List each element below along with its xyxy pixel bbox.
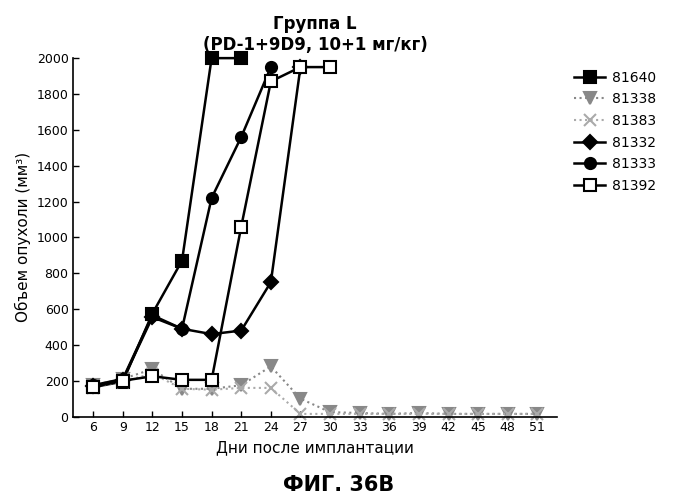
81338 [326, 409, 334, 415]
81338 [89, 382, 97, 388]
81338 [148, 366, 156, 372]
Text: ФИГ. 36B: ФИГ. 36B [283, 475, 394, 495]
81392 [326, 64, 334, 70]
81338 [267, 364, 275, 370]
81333 [208, 195, 216, 201]
81640 [148, 310, 156, 316]
81338 [208, 386, 216, 392]
81332 [208, 331, 216, 337]
81383 [474, 411, 482, 417]
81383 [444, 411, 452, 417]
81333 [148, 312, 156, 318]
Line: 81338: 81338 [87, 361, 543, 420]
81383 [148, 370, 156, 376]
Y-axis label: Объем опухоли (мм³): Объем опухоли (мм³) [15, 152, 31, 322]
81383 [208, 386, 216, 392]
81338 [504, 411, 512, 417]
Line: 81392: 81392 [87, 62, 336, 392]
Title: Группа L
(PD-1+9D9, 10+1 мг/кг): Группа L (PD-1+9D9, 10+1 мг/кг) [203, 15, 428, 54]
81383 [533, 411, 542, 417]
81640 [89, 384, 97, 390]
81383 [297, 411, 305, 417]
81392 [178, 377, 186, 383]
81333 [237, 134, 245, 140]
81332 [178, 326, 186, 332]
81338 [415, 410, 423, 416]
81640 [178, 258, 186, 264]
Line: 81640: 81640 [87, 52, 247, 392]
81338 [533, 411, 542, 417]
81392 [267, 78, 275, 84]
81640 [118, 378, 127, 384]
81640 [208, 55, 216, 61]
81383 [385, 411, 393, 417]
81383 [326, 411, 334, 417]
81338 [237, 382, 245, 388]
81383 [118, 378, 127, 384]
81383 [355, 411, 364, 417]
81383 [178, 386, 186, 392]
81338 [474, 411, 482, 417]
81332 [118, 377, 127, 383]
81392 [118, 378, 127, 384]
81338 [178, 386, 186, 392]
81392 [237, 224, 245, 230]
81338 [297, 396, 305, 402]
81332 [237, 328, 245, 334]
Line: 81332: 81332 [88, 62, 305, 391]
81332 [148, 314, 156, 320]
81332 [267, 279, 275, 285]
Line: 81333: 81333 [87, 62, 276, 391]
81338 [385, 411, 393, 417]
81392 [208, 377, 216, 383]
81338 [355, 410, 364, 416]
X-axis label: Дни после имплантации: Дни после имплантации [217, 440, 414, 455]
Line: 81383: 81383 [87, 368, 543, 420]
81640 [237, 55, 245, 61]
81332 [89, 383, 97, 389]
81383 [504, 411, 512, 417]
81383 [267, 385, 275, 391]
81332 [297, 64, 305, 70]
81333 [89, 382, 97, 388]
81338 [444, 411, 452, 417]
81392 [148, 374, 156, 380]
81383 [415, 411, 423, 417]
81392 [297, 64, 305, 70]
81333 [267, 64, 275, 70]
81333 [178, 326, 186, 332]
Legend: 81640, 81338, 81383, 81332, 81333, 81392: 81640, 81338, 81383, 81332, 81333, 81392 [569, 65, 661, 198]
81333 [118, 376, 127, 382]
81392 [89, 384, 97, 390]
81338 [118, 376, 127, 382]
81383 [89, 385, 97, 391]
81383 [237, 385, 245, 391]
